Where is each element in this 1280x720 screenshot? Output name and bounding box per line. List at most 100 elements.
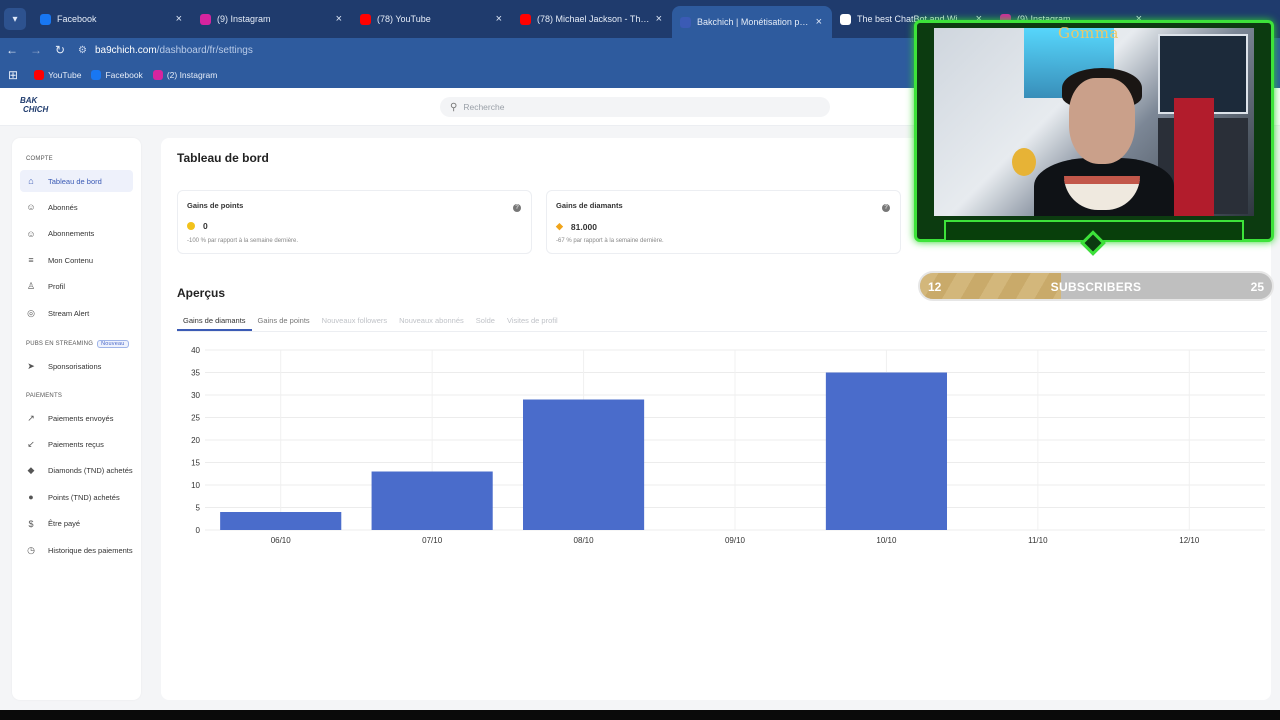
x-tick-label: 07/10 [422, 536, 443, 545]
tab-favicon-icon [40, 13, 51, 25]
forward-icon[interactable]: → [30, 43, 42, 57]
sidebar-item-label: Paiements reçus [48, 439, 104, 449]
chart-tab[interactable]: Nouveaux abonnés [399, 316, 464, 325]
url-field[interactable]: ⚙ ba9chich.com/dashboard/fr/settings [78, 45, 253, 56]
chart-tab[interactable]: Nouveaux followers [321, 316, 388, 325]
arrow-down-left-icon: ↙ [27, 438, 35, 449]
close-icon[interactable]: × [1135, 13, 1142, 25]
home-icon: ⌂ [28, 176, 34, 186]
diamond-icon: ◆ [27, 465, 35, 476]
card-value: ◆ 81.000 [556, 221, 597, 232]
sidebar-item-label: Abonnés [48, 202, 78, 212]
sidebar-item[interactable]: ➤ Sponsorisations [20, 355, 133, 377]
sidebar-item[interactable]: ↙ Paiements reçus [20, 433, 133, 455]
chart-tab[interactable]: Gains de points [257, 316, 310, 325]
logo-line-2: CHICH [23, 105, 49, 114]
card-subtitle: -67 % par rapport à la semaine dernière. [556, 238, 664, 244]
browser-tab[interactable]: (9) Instagram × [192, 0, 352, 38]
browser-tab[interactable]: Facebook × [32, 0, 192, 38]
browser-tab[interactable]: The best ChatBot and Widgets × [832, 0, 992, 38]
bookmark-item[interactable]: (2) Instagram [152, 70, 217, 80]
browser-tab-bar: ▾ Facebook × (9) Instagram × (78) YouTube × (7… [0, 0, 1280, 38]
close-icon[interactable]: × [495, 13, 502, 25]
tab-title: Facebook [57, 14, 97, 24]
sidebar-item[interactable]: ≡ Mon Contenu [20, 249, 133, 271]
webcam-title: Gomma [1058, 24, 1119, 42]
browser-tab[interactable]: (78) YouTube × [352, 0, 512, 38]
sidebar-item[interactable]: ● Points (TND) achetés [20, 486, 133, 508]
y-tick-label: 5 [196, 504, 201, 513]
browser-tab[interactable]: (9) Instagram × [992, 0, 1152, 38]
sidebar-item-label: Tableau de bord [48, 176, 102, 186]
chart-tab[interactable]: Visites de profil [506, 316, 558, 325]
sidebar-item[interactable]: ☺ Abonnements [20, 223, 133, 245]
y-tick-label: 10 [191, 481, 200, 490]
new-badge: Nouveau [97, 340, 129, 348]
sidebar-item[interactable]: ◷ Historique des paiements [20, 539, 133, 561]
chart-tab[interactable]: Gains de diamants [177, 310, 252, 331]
tab-favicon-icon [840, 13, 851, 25]
chart-tab[interactable]: Solde [475, 316, 495, 325]
subscribers-start: 12 [928, 280, 942, 294]
webcam-video [934, 28, 1254, 216]
diamonds-card: Gains de diamants ? ◆ 81.000 -67 % par r… [546, 190, 901, 254]
apps-grid-icon[interactable]: ⊞ [8, 68, 19, 82]
help-icon[interactable]: ? [882, 204, 890, 212]
y-tick-label: 25 [191, 414, 200, 423]
bookmark-item[interactable]: YouTube [34, 70, 81, 80]
browser-tab[interactable]: Bakchich | Monétisation pour l × [672, 6, 832, 38]
search-input[interactable]: ⚲ Recherche [440, 97, 830, 117]
y-tick-label: 40 [191, 346, 200, 355]
y-tick-label: 15 [191, 459, 200, 468]
tab-favicon-icon [360, 13, 371, 25]
list-icon: ≡ [28, 255, 34, 266]
points-card: Gains de points ? 0 -100 % par rapport à… [177, 190, 532, 254]
logo[interactable]: BAK CHICH [20, 96, 48, 118]
tab-title: (78) YouTube [377, 14, 431, 24]
overview-title: Aperçus [177, 286, 226, 300]
sidebar-item[interactable]: $ Être payé [20, 513, 133, 535]
diamonds-value: 81.000 [570, 221, 597, 232]
sidebar-item[interactable]: ♙ Profil [20, 276, 133, 298]
page-title: Tableau de bord [177, 151, 269, 165]
url-path: /dashboard/fr/settings [156, 44, 253, 56]
back-icon[interactable]: ← [6, 43, 18, 57]
close-icon[interactable]: × [815, 16, 822, 28]
sidebar-item[interactable]: ↗ Paiements envoyés [20, 407, 133, 429]
bookmark-favicon-icon [91, 70, 102, 80]
close-icon[interactable]: × [335, 13, 342, 25]
chart-bar [371, 471, 493, 530]
site-settings-icon[interactable]: ⚙ [78, 44, 87, 56]
chart-tabs: Gains de diamants Gains de points Nouveaux… [177, 310, 1267, 332]
x-tick-label: 06/10 [271, 536, 292, 545]
help-icon[interactable]: ? [513, 204, 521, 212]
sidebar-item-label: Abonnements [48, 229, 95, 239]
tab-favicon-icon [1000, 13, 1011, 25]
reload-icon[interactable]: ↻ [54, 43, 66, 57]
subscribers-label: SUBSCRIBERS [1050, 280, 1142, 294]
sidebar-item[interactable]: ◆ Diamonds (TND) achetés [20, 460, 133, 482]
tab-title: (9) Instagram [217, 14, 271, 24]
search-icon: ⚲ [450, 101, 458, 113]
browser-tab[interactable]: (78) Michael Jackson - They Do × [512, 0, 672, 38]
close-icon[interactable]: × [655, 13, 662, 25]
sidebar-item[interactable]: ☺ Abonnés [20, 196, 133, 218]
sidebar: COMPTE ⌂ Tableau de bord ☺ Abonnés ☺ Abonneme… [12, 138, 141, 700]
bookmark-item[interactable]: Facebook [91, 70, 143, 80]
bear-plush [1012, 148, 1036, 176]
y-tick-label: 20 [191, 436, 200, 445]
search-placeholder: Recherche [463, 102, 505, 112]
tab-title: Bakchich | Monétisation pour l [697, 17, 810, 27]
close-icon[interactable]: × [175, 13, 182, 25]
tab-search-button[interactable]: ▾ [4, 8, 26, 30]
sidebar-item[interactable]: ⌂ Tableau de bord [20, 170, 133, 192]
sidebar-item[interactable]: ◎ Stream Alert [20, 302, 133, 324]
card-title: Gains de points [187, 201, 244, 210]
bookmark-favicon-icon [34, 70, 45, 80]
sidebar-item-label: Sponsorisations [48, 361, 102, 371]
logo-line-1: BAK [20, 96, 38, 105]
url-host: ba9chich.com [94, 44, 157, 56]
webcam-overlay: Gomma [914, 20, 1274, 256]
close-icon[interactable]: × [975, 13, 982, 25]
section-label-account: COMPTE [26, 156, 53, 162]
